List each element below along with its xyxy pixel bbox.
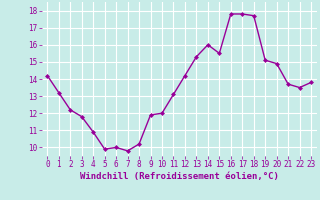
- X-axis label: Windchill (Refroidissement éolien,°C): Windchill (Refroidissement éolien,°C): [80, 172, 279, 181]
